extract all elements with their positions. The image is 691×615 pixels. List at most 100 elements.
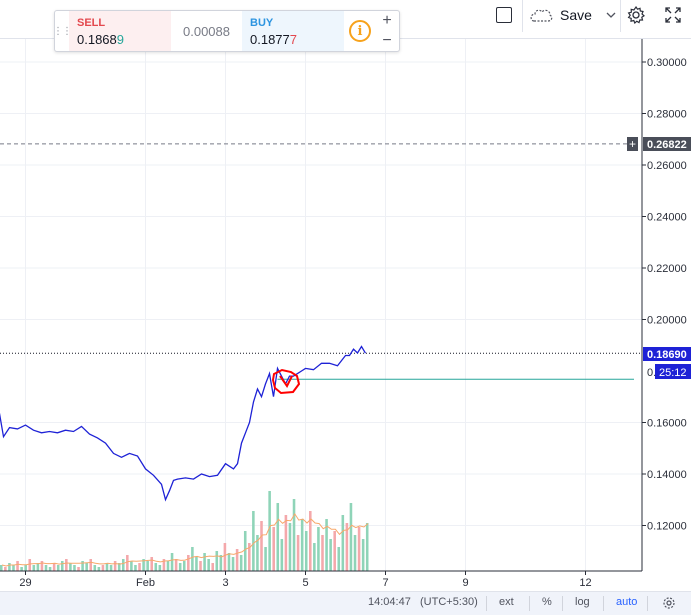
volume-bar [304, 531, 308, 571]
volume-bar [28, 559, 32, 571]
countdown-tag: 0. 25:12 [647, 364, 691, 379]
volume-bar [117, 563, 121, 571]
volume-bar [69, 563, 72, 571]
y-tick-label: 0.28000 [647, 109, 687, 121]
volume-bar [239, 555, 243, 571]
volume-bar [158, 565, 162, 571]
trade-widget: ⋮⋮ SELL 0.18689 0.00088 BUY 0.18777 i + … [53, 10, 400, 52]
y-tick-label: 0.30000 [647, 57, 687, 69]
volume-bar [4, 567, 7, 571]
volume-bar [329, 539, 332, 571]
buy-button[interactable]: BUY 0.18777 [242, 11, 344, 51]
volume-bar [357, 527, 361, 571]
volume-bar [361, 539, 365, 571]
buy-price: 0.18777 [250, 32, 297, 47]
sell-button[interactable]: SELL 0.18689 [69, 11, 171, 51]
sell-price: 0.18689 [77, 32, 124, 47]
square-button[interactable] [486, 0, 522, 30]
ext-button[interactable]: ext [499, 596, 514, 608]
volume-bar [235, 549, 239, 571]
status-bar: 14:04:47 (UTC+5:30) ext % log auto [0, 591, 691, 615]
red-scribble-annotation[interactable] [271, 368, 301, 395]
volume-bar [182, 561, 186, 571]
sell-label: SELL [77, 17, 106, 29]
volume-bar [174, 559, 178, 571]
drag-handle[interactable]: ⋮⋮ [53, 25, 72, 37]
volume-bar [113, 561, 117, 571]
volume-bar [20, 567, 23, 571]
y-tick-label: 0.26000 [647, 160, 687, 172]
volume-bar [280, 539, 284, 571]
volume-bar [8, 563, 11, 571]
auto-button[interactable]: auto [616, 596, 638, 608]
volume-bar [36, 563, 40, 571]
volume-bar [134, 565, 137, 571]
volume-bar [333, 531, 336, 571]
volume-bar [0, 565, 3, 571]
volume-bar [288, 523, 292, 571]
y-tick-label: 0.16000 [647, 418, 687, 430]
volume-bar [264, 547, 267, 571]
volume-bar [260, 521, 263, 571]
volume-bar [248, 543, 251, 571]
volume-bar [243, 531, 247, 571]
volume-bar [126, 555, 129, 571]
chevron-down-icon[interactable] [604, 10, 618, 20]
cloud-icon [530, 9, 553, 22]
volume-bar [32, 565, 36, 571]
volume-ma-line [1, 512, 369, 567]
volume-bar [52, 563, 56, 571]
spread-value: 0.00088 [183, 23, 230, 39]
volume-bar [93, 565, 97, 571]
save-button[interactable]: Save [526, 0, 620, 30]
volume-bar [345, 523, 349, 571]
volume-bar [187, 555, 190, 571]
x-tick-label: Feb [136, 577, 155, 589]
volume-bar [227, 553, 231, 571]
volume-bar [276, 503, 280, 571]
volume-bar [195, 557, 198, 571]
percent-button[interactable]: % [542, 596, 552, 608]
volume-bar [130, 561, 133, 571]
volume-bar [166, 561, 170, 571]
volume-bar [313, 543, 316, 571]
y-tick-label: 0.20000 [647, 315, 687, 327]
volume-bar [162, 559, 166, 571]
volume-bar [292, 499, 296, 571]
volume-bar [365, 523, 369, 571]
volume-bar [211, 563, 214, 571]
log-button[interactable]: log [575, 596, 590, 608]
alert-price-tag[interactable]: + 0.26822 [627, 137, 691, 151]
gear-icon [627, 5, 645, 25]
settings-button[interactable] [622, 0, 650, 30]
volume-bar [97, 567, 101, 571]
time-axis[interactable]: 29 Feb 3 5 7 9 12 [19, 571, 592, 589]
volume-bar [77, 567, 80, 571]
fullscreen-button[interactable] [658, 0, 688, 30]
clock-time: 14:04:47 [368, 596, 411, 608]
volume-bar [268, 491, 271, 571]
grid-lines [0, 38, 642, 571]
volume-bar [341, 515, 345, 571]
timezone-button[interactable]: (UTC+5:30) [420, 596, 478, 608]
volume-bar [16, 561, 19, 571]
y-tick-label: 0.12000 [647, 521, 687, 533]
gear-icon[interactable] [662, 596, 676, 610]
volume-bar [309, 511, 312, 571]
volume-bar [73, 565, 76, 571]
plus-button[interactable]: + [382, 12, 392, 29]
price-axis[interactable]: 0.30000 0.28000 0.26000 0.24000 0.22000 0.200… [642, 57, 687, 533]
x-tick-label: 5 [302, 577, 308, 589]
volume-bar [317, 527, 320, 571]
x-tick-label: 3 [222, 577, 228, 589]
info-icon[interactable]: i [349, 20, 371, 42]
volume-bar [109, 565, 113, 571]
volume-bar [203, 553, 206, 571]
volume-bar [85, 563, 88, 571]
alert-plus-icon: + [629, 137, 636, 151]
minus-button[interactable]: − [382, 32, 392, 49]
volume-bar [60, 561, 64, 571]
volume-bar [325, 519, 328, 571]
volume-bars [0, 491, 369, 571]
